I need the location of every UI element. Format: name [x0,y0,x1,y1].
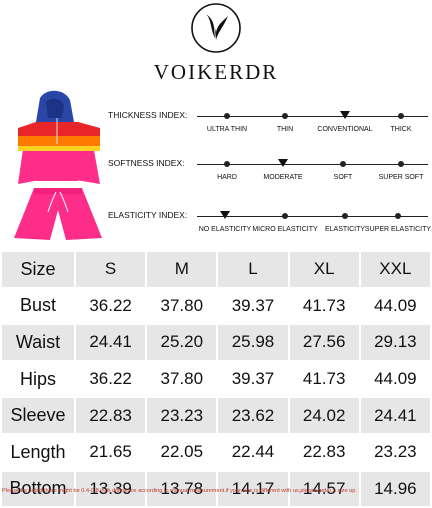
table-cell: 29.13 [358,323,432,362]
softness-option-3: SUPER SOFT [378,174,424,181]
table-cell: 23.23 [145,396,219,435]
softness-option-1: MODERATE [263,174,303,181]
thickness-option-3: THICK [390,126,412,133]
softness-option-2: SOFT [333,174,353,181]
table-cell: 44.09 [358,359,432,399]
table-header-cell: XXL [358,250,432,289]
elasticity-selected-indicator [220,211,230,219]
elasticity-option-2: ELASTICITY [324,226,366,233]
elasticity-option-3: SUPER ELASTICITY [364,226,432,233]
table-header-cell: L [216,250,290,289]
table-row: Hips 36.22 37.80 39.37 41.73 44.09 [0,359,432,399]
table-cell: 37.80 [145,359,219,399]
softness-marker-3 [398,161,404,167]
table-cell: 25.20 [145,323,219,362]
softness-scale-line [197,164,428,165]
table-header-cell: S [73,250,148,289]
brand-header: VOIKERDR [0,0,432,92]
thickness-index-title: THICKNESS INDEX: [108,110,188,120]
table-header-cell: XL [287,250,361,289]
table-row: Bust 36.22 37.80 39.37 41.73 44.09 [0,286,432,326]
softness-index: SOFTNESS INDEX: HARD MODERATE SOFT SUPER… [108,158,432,198]
thickness-option-2: CONVENTIONAL [317,126,373,133]
table-cell: 41.73 [287,286,361,326]
table-row-label: Bust [0,286,76,326]
product-image [14,90,102,240]
table-row: Waist 24.41 25.20 25.98 27.56 29.13 [0,323,432,362]
elasticity-option-1: MICRO ELASTICITY [252,226,318,233]
table-row-label: Hips [0,359,76,399]
table-cell: 44.09 [358,286,432,326]
thickness-marker-3 [398,113,404,119]
table-cell: 39.37 [216,286,290,326]
thickness-option-0: ULTRA THIN [206,126,248,133]
table-cell: 24.41 [358,396,432,435]
elasticity-marker-3 [395,213,401,219]
softness-marker-0 [224,161,230,167]
table-cell: 41.73 [287,359,361,399]
elasticity-marker-1 [282,213,288,219]
softness-marker-2 [340,161,346,167]
table-cell: 23.23 [358,432,432,472]
table-row-label: Length [0,432,76,472]
table-cell: 22.83 [73,396,148,435]
table-cell: 27.56 [287,323,361,362]
feather-swirl-logo [191,3,241,53]
brand-name: VOIKERDR [153,60,279,84]
table-cell: 37.80 [145,286,219,326]
table-row-label: Waist [0,323,76,362]
table-row-label: Sleeve [0,396,76,435]
softness-index-title: SOFTNESS INDEX: [108,158,185,168]
table-header-row: Size S M L XL XXL [0,250,432,289]
table-cell: 25.98 [216,323,290,362]
table-header-cell: Size [0,250,76,289]
thickness-marker-1 [282,113,288,119]
table-cell: 36.22 [73,286,148,326]
table-cell: 36.22 [73,359,148,399]
table-row: Sleeve 22.83 23.23 23.62 24.02 24.41 [0,396,432,435]
elasticity-index: ELASTICITY INDEX: NO ELASTICITY MICRO EL… [108,210,432,250]
table-cell: 22.05 [145,432,219,472]
table-cell: 23.62 [216,396,290,435]
softness-selected-indicator [278,159,288,167]
softness-option-0: HARD [217,174,237,181]
table-header-cell: M [145,250,219,289]
thickness-index: THICKNESS INDEX: ULTRA THIN THIN CONVENT… [108,110,432,150]
thickness-selected-indicator [340,111,350,119]
elasticity-scale-line [197,216,428,217]
elasticity-option-0: NO ELASTICITY [198,226,252,233]
table-cell: 22.83 [287,432,361,472]
table-row: Length 21.65 22.05 22.44 22.83 23.23 [0,432,432,472]
table-cell: 39.37 [216,359,290,399]
thickness-marker-0 [224,113,230,119]
thickness-option-1: THIN [276,126,294,133]
table-cell: 24.02 [287,396,361,435]
table-cell: 21.65 [73,432,148,472]
measurement-footnote: Please be noted there might be 0.4-0.8 i… [2,488,357,494]
size-chart-table: Size S M L XL XXL Bust 36.22 37.80 39.37… [0,250,432,508]
elasticity-marker-2 [342,213,348,219]
table-cell: 22.44 [216,432,290,472]
elasticity-index-title: ELASTICITY INDEX: [108,210,188,220]
table-cell: 24.41 [73,323,148,362]
thickness-scale-line [197,116,428,117]
